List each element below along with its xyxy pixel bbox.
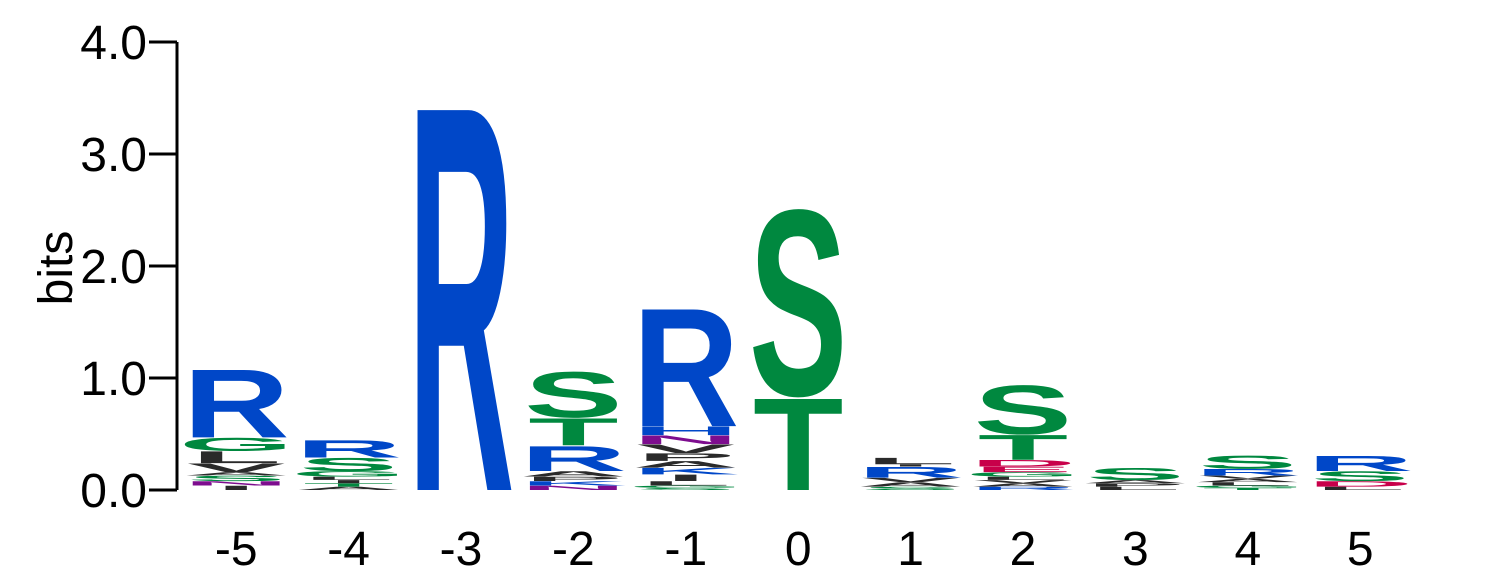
logo-letter: N [520, 484, 627, 491]
logo-letter: L [978, 476, 1068, 481]
logo-letter: S [299, 454, 398, 475]
logo-letter: S [1199, 452, 1298, 473]
position-stack: R [408, 0, 515, 583]
logo-letter: R [1307, 451, 1414, 475]
logo-letter: L [1315, 486, 1405, 491]
logo-letter: A [970, 482, 1077, 487]
logo-letter: P [524, 475, 623, 482]
logo-letter: T [978, 427, 1068, 467]
logo-letter: K [632, 466, 739, 476]
logo-letter: R [857, 464, 964, 481]
logo-letter: I [665, 473, 706, 483]
logo-letter: S [1311, 469, 1410, 485]
logo-letter: V [974, 479, 1073, 484]
logo-letter: I [216, 484, 257, 491]
logo-letter: S [524, 359, 623, 432]
logo-letter: H [632, 424, 739, 438]
x-tick-label: 0 [785, 523, 812, 576]
y-axis-title: bits [30, 231, 83, 306]
x-tick-label: 5 [1347, 523, 1374, 576]
logo-letter: P [1086, 482, 1185, 487]
logo-letter: L [1090, 486, 1180, 491]
logo-letter: R [970, 486, 1077, 491]
logo-letter: A [1194, 478, 1301, 483]
logo-letter: R [295, 435, 402, 463]
y-tick-label: 3.0 [80, 129, 147, 182]
y-tick-label: 4.0 [80, 17, 147, 70]
logo-letter: I [328, 479, 369, 484]
logo-letter: D [1307, 480, 1414, 489]
logo-letter: R [520, 439, 627, 479]
x-tick-label: -5 [215, 523, 258, 576]
logo-letter: I [890, 464, 931, 467]
logo-letter: S [974, 370, 1073, 449]
x-tick-label: -2 [552, 523, 595, 576]
logo-letter: G [628, 485, 743, 488]
logo-letter: D [970, 458, 1077, 468]
logo-letter: P [637, 451, 736, 463]
logo-letter: A [520, 470, 627, 479]
logo-letter: A [632, 459, 739, 469]
logo-letter: S [861, 486, 960, 491]
logo-letter: A [295, 486, 402, 491]
logo-letter: V [187, 461, 286, 475]
logo-letter: R [183, 348, 290, 458]
logo-letter: V [1199, 475, 1298, 480]
logo-letter: T [528, 410, 618, 454]
logo-letter: T [303, 482, 393, 487]
logo-letter: R [632, 273, 739, 463]
y-tick-label: 2.0 [80, 241, 147, 294]
logo-letter: A [1082, 479, 1189, 484]
logo-letter: N [632, 433, 739, 447]
logo-letter: K [520, 480, 627, 487]
logo-letter: R [1194, 467, 1301, 477]
x-tick-label: -1 [664, 523, 707, 576]
logo-letter: G [966, 471, 1081, 478]
logo-letter: V [637, 442, 736, 456]
x-tick-label: 2 [1010, 523, 1037, 576]
logo-letter: S [187, 474, 286, 483]
logo-letter: R [408, 0, 515, 583]
logo-letter: G [179, 434, 294, 455]
y-tick-label: 0.0 [80, 465, 147, 518]
x-tick-label: 1 [897, 523, 924, 576]
logo-letter: G [1190, 485, 1305, 488]
logo-letter: T [753, 370, 843, 518]
position-stack: TS [749, 154, 848, 519]
x-tick-label: -4 [327, 523, 370, 576]
x-tick-label: -3 [440, 523, 483, 576]
logo-letter: N [183, 480, 290, 487]
logo-letter: S [749, 154, 848, 452]
logo-letter: E [974, 465, 1073, 474]
logo-letter: L [1203, 481, 1293, 486]
logo-letter: A [857, 481, 964, 488]
logo-letter: T [1203, 487, 1293, 490]
logo-letter: S [1086, 465, 1185, 484]
x-axis-labels: -5 -4 -3 -2 -1 0 1 2 3 4 5 [215, 523, 1374, 576]
logo-letter: A [183, 471, 290, 476]
logo-letter: G [291, 470, 406, 479]
logo-letter: L [303, 476, 393, 481]
logo-letter: L [191, 448, 281, 467]
logo-letter: L [641, 480, 731, 487]
logo-letter: L [865, 456, 955, 466]
y-axis: 0.0 1.0 2.0 3.0 4.0 [80, 17, 179, 518]
x-tick-label: 3 [1122, 523, 1149, 576]
logo-letter: S [637, 487, 736, 490]
y-tick-label: 1.0 [80, 353, 147, 406]
logo-letter: V [861, 477, 960, 484]
x-tick-label: 4 [1234, 523, 1261, 576]
